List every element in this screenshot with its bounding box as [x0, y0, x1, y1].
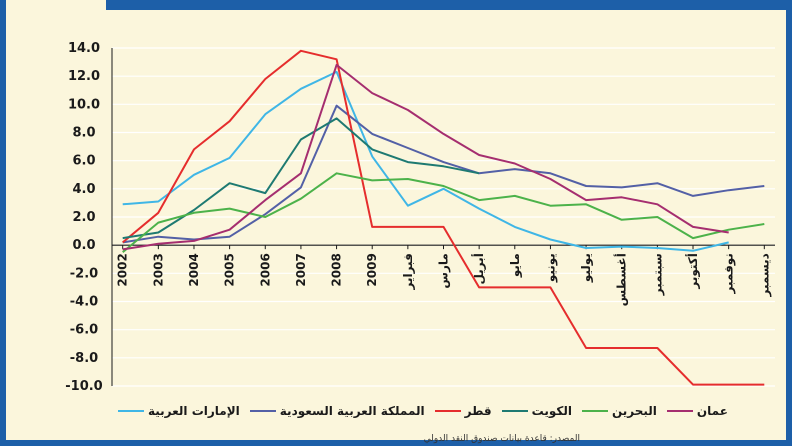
- y-tick-label: 0.0: [72, 238, 95, 253]
- legend-swatch: [581, 410, 608, 412]
- x-tick-label: أغسطس: [614, 253, 629, 306]
- y-tick-label: 10.0: [68, 97, 100, 112]
- series-line: [122, 117, 480, 240]
- legend-item: عمان: [666, 404, 728, 418]
- legend-label: الكويت: [531, 404, 572, 418]
- y-tick-label: -4.0: [70, 295, 98, 310]
- x-tick-label: يونيو: [543, 253, 558, 283]
- series-line: [122, 104, 765, 244]
- legend-swatch: [249, 410, 276, 412]
- y-tick-label: 4.0: [72, 182, 95, 197]
- y-tick-label: -8.0: [70, 351, 98, 366]
- x-tick-label: 2004: [187, 253, 201, 286]
- legend-swatch: [501, 410, 528, 412]
- y-tick-label: 12.0: [68, 69, 100, 84]
- legend-swatch: [666, 410, 693, 412]
- series-line: [122, 70, 729, 252]
- legend-item: الكويت: [501, 404, 572, 418]
- title-bar: [106, 0, 786, 10]
- x-tick-label: فبراير: [401, 253, 415, 290]
- x-tick-label: أبريل: [471, 253, 486, 284]
- legend-label: عمان: [696, 404, 728, 418]
- y-tick-label: 6.0: [72, 154, 95, 169]
- x-tick-label: 2007: [294, 253, 308, 286]
- y-tick-label: -6.0: [70, 323, 98, 338]
- x-tick-label: أكتوبر: [685, 253, 701, 289]
- y-tick-label: 8.0: [72, 126, 95, 141]
- series-line: [122, 49, 765, 386]
- y-tick-label: 14.0: [68, 41, 100, 56]
- x-tick-label: يوليو: [579, 253, 594, 283]
- x-tick-label: ديسمبر: [757, 253, 771, 297]
- x-tick-label: 2003: [151, 253, 165, 286]
- x-tick-label: 2005: [223, 253, 237, 286]
- x-tick-label: 2002: [116, 253, 130, 286]
- legend-label: قطر: [464, 404, 492, 418]
- legend-item: المملكة العربية السعودية: [249, 404, 425, 418]
- legend-swatch: [118, 410, 144, 412]
- legend-item: قطر: [434, 404, 492, 418]
- x-tick-label: سبتمبر: [650, 253, 664, 296]
- legend-label: البحرين: [611, 404, 657, 418]
- legend-swatch: [434, 410, 461, 412]
- legend-label: الإمارات العربية: [148, 404, 240, 418]
- x-tick-label: 2009: [365, 253, 379, 286]
- series-line: [122, 172, 765, 253]
- legend-item: الإمارات العربية: [118, 404, 240, 418]
- chart-legend: الإمارات العربية المملكة العربية السعودية…: [118, 400, 738, 422]
- x-tick-label: مارس: [437, 253, 451, 288]
- x-tick-label: 2008: [330, 253, 344, 286]
- y-tick-label: -10.0: [65, 379, 102, 394]
- source-note: المصدر: قاعدة بيانات صندوق النقد الدولي: [423, 434, 580, 444]
- y-tick-label: 2.0: [72, 210, 95, 225]
- series-line: [122, 63, 729, 251]
- y-tick-label: -2.0: [70, 266, 98, 281]
- legend-item: البحرين: [581, 404, 657, 418]
- x-tick-label: مايو: [508, 253, 523, 278]
- legend-label: المملكة العربية السعودية: [279, 404, 425, 418]
- x-tick-label: نوفمبر: [722, 253, 737, 294]
- x-tick-label: 2006: [258, 253, 272, 286]
